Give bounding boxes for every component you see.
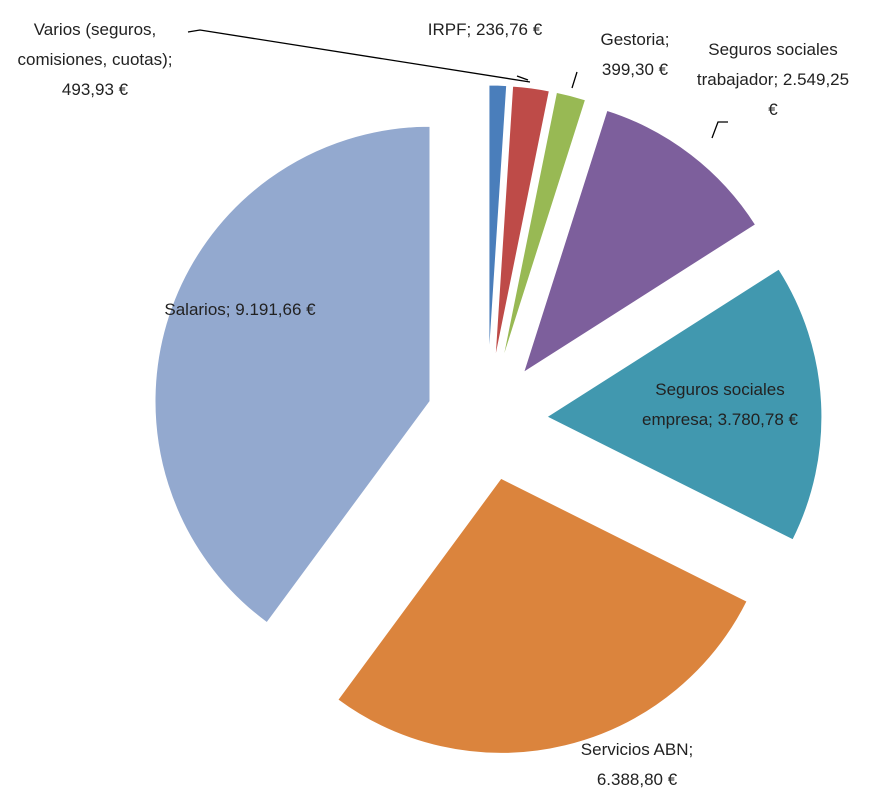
value-label: 236,76 € [476, 20, 543, 39]
leader-lines [187, 29, 728, 139]
label-separator: ; [225, 300, 231, 319]
value-label: 399,30 € [601, 60, 669, 79]
data-label: Servicios ABN; 6.388,80 € [552, 735, 722, 795]
label-separator: ; [708, 410, 713, 429]
leader-line [516, 75, 529, 81]
pie-slice [501, 91, 587, 363]
value-label: 2.549,25 € [768, 70, 850, 119]
data-label: Varios (seguros, comisiones, cuotas); 49… [5, 15, 185, 105]
category-name: Gestoria [600, 30, 665, 49]
category-name: Varios (seguros, comisiones, cuotas) [17, 20, 168, 69]
category-name: IRPF [427, 20, 467, 39]
slices [154, 84, 823, 754]
pie-slice [522, 109, 757, 374]
pie-slice [488, 84, 508, 361]
data-label: Salarios; 9.191,66 € [160, 295, 320, 325]
leader-line [711, 121, 728, 139]
pie-slice [494, 85, 550, 361]
label-separator: ; [688, 740, 694, 759]
pie-slice [154, 125, 431, 624]
category-name: Servicios ABN [580, 740, 689, 759]
value-label: 3.780,78 € [717, 410, 798, 429]
label-separator: ; [773, 70, 779, 89]
category-name: Seguros sociales trabajador [696, 40, 838, 89]
data-label: IRPF; 236,76 € [425, 15, 545, 45]
pie-slice [337, 477, 748, 754]
label-separator: ; [167, 50, 173, 69]
leader-line [571, 71, 578, 89]
label-separator: ; [466, 20, 472, 39]
data-label: Seguros sociales empresa; 3.780,78 € [625, 375, 815, 435]
value-label: 493,93 € [61, 80, 129, 99]
data-label: Gestoria; 399,30 € [580, 25, 690, 85]
value-label: 9.191,66 € [235, 300, 316, 319]
leader-line [187, 29, 531, 83]
data-label: Seguros sociales trabajador; 2.549,25 € [693, 35, 853, 125]
label-separator: ; [664, 30, 670, 49]
value-label: 6.388,80 € [596, 770, 678, 789]
category-name: Seguros sociales empresa [642, 380, 785, 429]
pie-slice [545, 268, 823, 541]
category-name: Salarios [164, 300, 226, 319]
